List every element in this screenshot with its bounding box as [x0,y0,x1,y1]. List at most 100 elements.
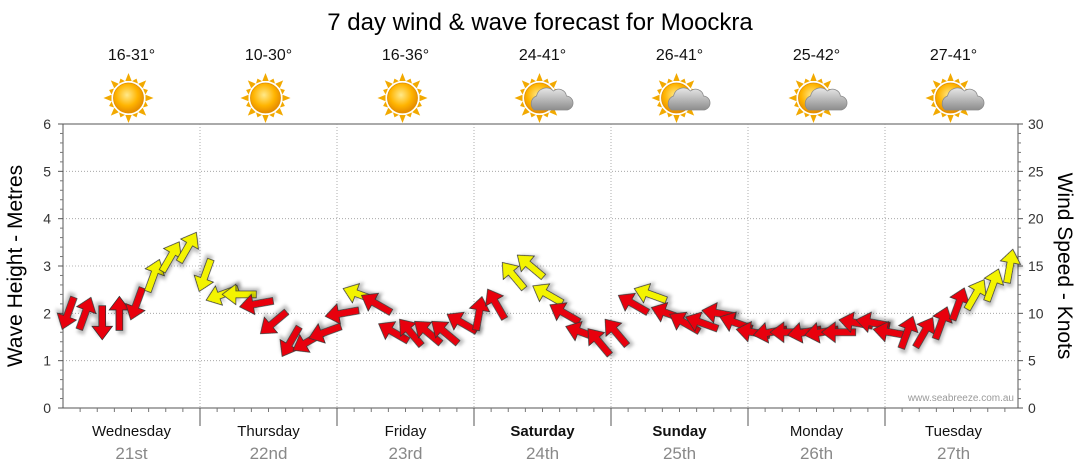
x-day-label: Monday [790,423,844,440]
sun-ray [543,112,549,118]
sun-ray [925,94,934,102]
sun-rays [788,73,839,123]
wind-arrow [125,286,146,321]
right-axis: 0 5 10 15 20 25 30 [1018,116,1044,416]
sun-ray [145,94,154,102]
sun-ray [549,107,558,116]
wind-arrow [414,320,444,347]
wind-arrow [897,315,919,350]
sun-ray [275,80,284,89]
sun-ray [520,88,526,95]
sun-ray [947,115,954,123]
sun-ray [247,107,256,116]
sun-ray [132,78,138,84]
sun-ray [817,78,823,84]
right-tick-label: 20 [1028,211,1044,227]
sun-ray [110,80,119,89]
left-tick-label: 0 [43,400,51,416]
day-temp-range: 26-41° [656,47,703,64]
right-tick-label: 5 [1028,353,1036,369]
left-tick-label: 3 [43,258,51,274]
wind-arrow [820,321,857,344]
wind-arrow [468,295,491,332]
sun-ray [810,115,817,123]
sun-ray [947,73,954,81]
sun-ray [269,112,275,118]
sun-ray [412,80,421,89]
right-tick-label: 25 [1028,163,1044,179]
wind-arrow [999,248,1022,284]
x-date-label: 23rd [388,444,422,463]
sun-ray [795,107,804,116]
left-axis: 0 1 2 3 4 5 6 [43,116,63,416]
wind-arrow [221,283,257,306]
x-date-label: 24th [526,444,559,463]
sun-icon [377,73,428,123]
sun-ray [406,78,412,84]
sun-ray [412,107,421,116]
day-temp-range: 24-41° [519,47,566,64]
right-tick-label: 10 [1028,305,1044,321]
cloud [667,87,711,111]
sun-ray [686,80,695,89]
wind-arrow [378,321,411,345]
sun-ray [536,73,543,81]
wind-arrow [446,311,479,335]
sun-ray [383,101,389,108]
day-header-group: 16-31° 10-30° 16-36° 24-41° 26-41° 25-42° 27-4… [103,47,985,123]
left-tick-label: 5 [43,163,51,179]
wind-arrow [431,320,461,347]
right-tick-label: 0 [1028,400,1036,416]
sun-ray [673,73,680,81]
wind-arrow [983,268,1005,303]
x-day-label: Saturday [510,423,575,440]
sun-ray [680,112,686,118]
sun-ray [680,78,686,84]
sun-ray [246,88,252,95]
x-date-label: 22nd [250,444,288,463]
day-temp-range: 16-36° [382,47,429,64]
sun-ray [514,94,523,102]
day-temp-range: 25-42° [793,47,840,64]
wind-arrow [56,295,78,330]
wind-arrow [308,322,343,344]
sun-ray [954,78,960,84]
wind-arrow [587,328,613,358]
wind-arrow [144,258,165,294]
sun-disc [113,82,144,114]
wind-arrow [239,293,275,316]
wind-arrow [75,296,97,331]
sun-ray [794,88,800,95]
sun-rays [377,73,428,123]
sun-disc [387,82,418,114]
sun-ray [138,107,147,116]
sun-ray [960,107,969,116]
sun-ray [103,94,112,102]
sun-ray [109,88,115,95]
sun-ray [686,107,695,116]
sun-rays [240,73,291,123]
sun-ray [142,101,148,108]
sun-ray [406,112,412,118]
sun-ray [823,107,832,116]
sun-ray [138,80,147,89]
wind-arrow [549,302,582,326]
x-day-label: Wednesday [92,423,171,440]
x-date-label: 26th [800,444,833,463]
sun-ray [788,94,797,102]
right-tick-label: 30 [1028,116,1044,132]
wind-arrow [91,305,114,341]
sun-ray [795,80,804,89]
sun-ray [384,80,393,89]
sun-ray [536,115,543,123]
sun-rays [103,73,154,123]
sun-ray [109,101,115,108]
right-axis-label: Wind Speed - Knots [1053,173,1076,360]
x-date-label: 25th [663,444,696,463]
cloud [941,87,985,111]
sun-ray [419,94,428,102]
sun-ray [384,107,393,116]
x-axis-labels: Wednesday 21st Thursday 22nd Friday 23rd Satur… [79,408,1006,463]
sun-ray [932,80,941,89]
x-day-label: Sunday [652,423,707,440]
